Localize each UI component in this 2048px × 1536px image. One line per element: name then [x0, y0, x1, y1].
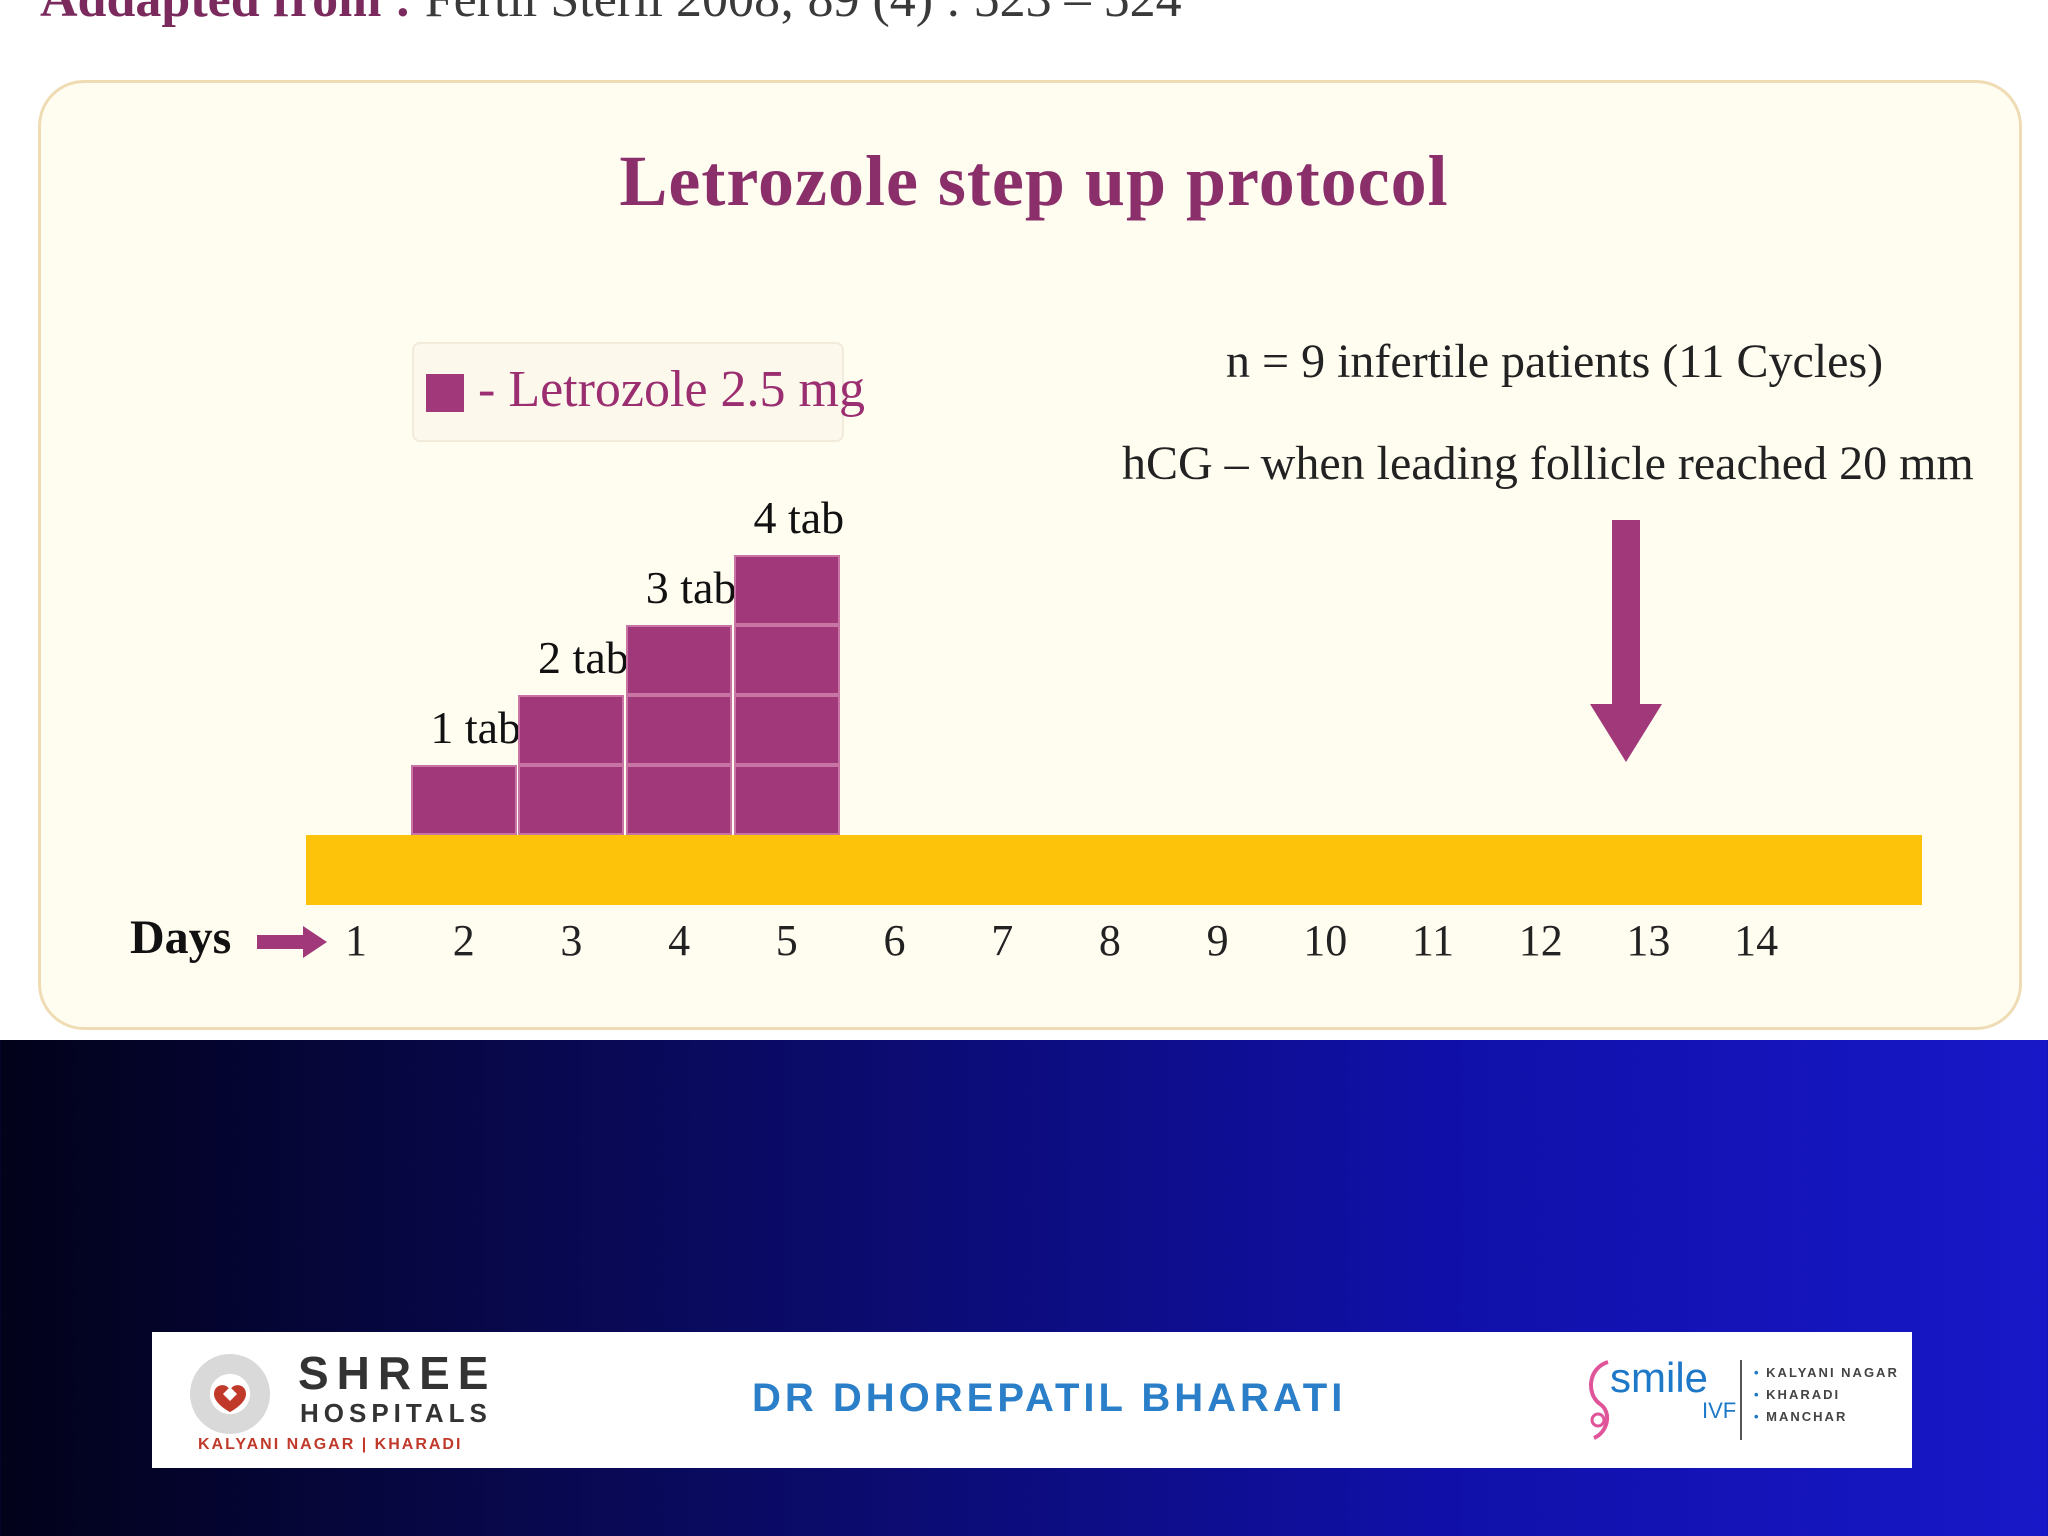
citation: Addapted from : Fertil Steril 2008; 89 (…: [40, 0, 1182, 26]
clinic-name: smile: [1610, 1354, 1709, 1401]
day-tick-label: 9: [1206, 916, 1229, 965]
citation-reference: Fertil Steril 2008; 89 (4) : 523 – 524: [425, 0, 1182, 28]
tablet-block: [518, 695, 625, 765]
citation-lead: Addapted from :: [40, 0, 412, 28]
tablet-block: [626, 695, 733, 765]
tablet-block: [733, 695, 840, 765]
day-tick-label: 12: [1518, 916, 1563, 965]
hospital-name: SHREE: [298, 1347, 497, 1399]
day-tick-label: 14: [1734, 916, 1779, 965]
day-tick-label: 10: [1303, 916, 1348, 965]
doctor-name: DR DHOREPATIL BHARATI: [752, 1376, 1347, 1420]
dose-label: 1 tab: [430, 702, 522, 753]
patients-note: n = 9 infertile patients (11 Cycles): [1226, 335, 1884, 388]
legend-swatch: [426, 374, 464, 412]
days-arrow-icon: [257, 925, 328, 958]
dose-label: 4 tab: [753, 492, 845, 543]
tablet-block: [626, 765, 733, 835]
dose-label: 2 tab: [538, 632, 629, 683]
day-tick-label: 2: [452, 916, 475, 965]
days-label: Days: [130, 910, 329, 965]
tablet-block: [733, 625, 840, 695]
day-tick-label: 5: [775, 916, 798, 965]
hospital-locations: KALYANI NAGAR | KHARADI: [198, 1436, 463, 1453]
tablet-block: [733, 765, 840, 835]
clinic-location: KHARADI: [1754, 1384, 1899, 1406]
hcg-arrow-icon: [1590, 520, 1662, 762]
tablet-block: [733, 555, 840, 625]
content-area: Addapted from : Fertil Steril 2008; 89 (…: [38, 0, 2022, 1030]
clinic-divider: [1740, 1360, 1742, 1440]
clinic-sub: IVF: [1702, 1398, 1737, 1423]
clinic-location: MANCHAR: [1754, 1406, 1899, 1428]
day-tick-label: 13: [1626, 916, 1671, 965]
shree-hospitals-logo: SHREE HOSPITALS KALYANI NAGAR | KHARADI: [172, 1346, 492, 1456]
day-tick-label: 7: [991, 916, 1014, 965]
tablet-block: [518, 765, 625, 835]
tablet-block: [626, 625, 733, 695]
day-tick-label: 6: [883, 916, 906, 965]
legend: - Letrozole 2.5 mg: [412, 342, 865, 442]
shree-emblem-icon: [190, 1354, 270, 1434]
figure-title: Letrozole step up protocol: [619, 141, 1449, 221]
smile-ivf-logo: smile IVF KALYANI NAGAR KHARADI MANCHAR: [1582, 1354, 1902, 1446]
clinic-locations: KALYANI NAGAR KHARADI MANCHAR: [1754, 1362, 1899, 1428]
tablet-block: [410, 765, 517, 835]
footer-band: SHREE HOSPITALS KALYANI NAGAR | KHARADI …: [152, 1332, 1912, 1468]
timeline-bar: [306, 835, 1922, 905]
day-tick-label: 1: [345, 916, 367, 965]
smile-swirl-icon: [1588, 1360, 1610, 1440]
hospital-sub: HOSPITALS: [300, 1398, 492, 1428]
day-tick-label: 11: [1411, 916, 1455, 965]
clinic-location: KALYANI NAGAR: [1754, 1362, 1899, 1384]
dose-label: 3 tab: [645, 562, 737, 613]
day-tick-label: 4: [668, 916, 691, 965]
legend-label: - Letrozole 2.5 mg: [478, 361, 865, 418]
days-label-text: Days: [130, 911, 232, 964]
day-tick-label: 8: [1098, 916, 1121, 965]
hcg-note: hCG – when leading follicle reached 20 m…: [1122, 437, 1974, 490]
day-tick-label: 3: [560, 916, 583, 965]
